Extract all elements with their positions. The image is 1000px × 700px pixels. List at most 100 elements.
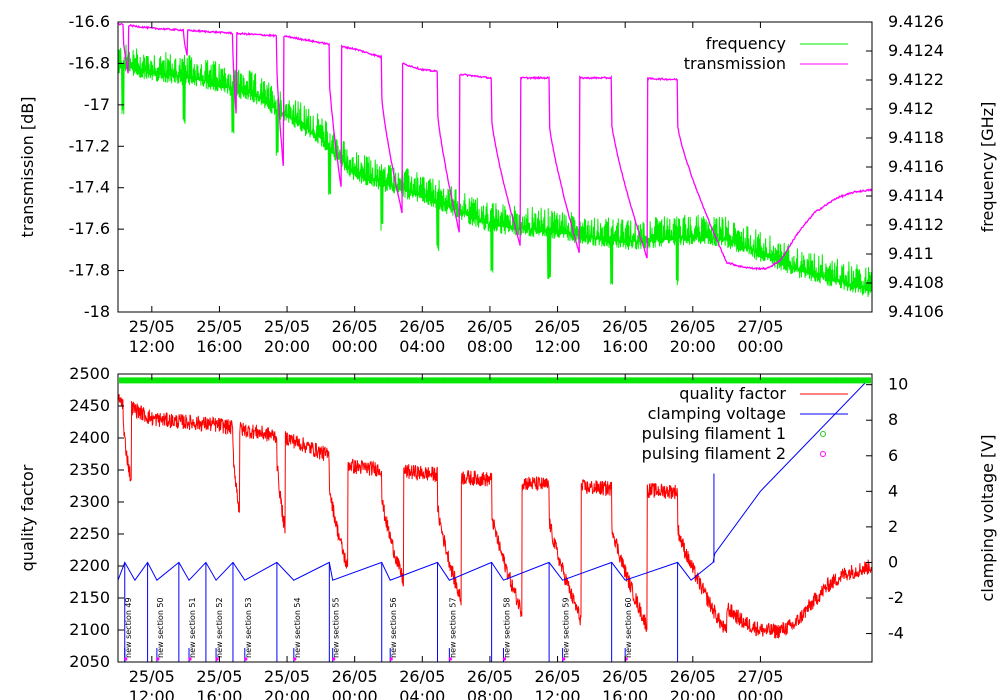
x-tick-date: 26/05	[332, 317, 378, 336]
y-tick-label: 2350	[69, 460, 110, 479]
x-tick-date: 25/05	[129, 317, 175, 336]
y-tick-label: -16.8	[69, 53, 110, 72]
pulsing-filament-1-point	[308, 377, 314, 383]
pulsing-filament-1-point	[602, 377, 608, 383]
quality-factor-series	[117, 394, 873, 639]
pulsing-filament-1-point	[455, 377, 461, 383]
y-tick-label: -17.2	[69, 136, 110, 155]
bottom-y2-axis: 10 8 6 4 2 0 -2 -4	[866, 375, 908, 643]
pulsing-filament-1-point	[301, 377, 307, 383]
x-tick-time: 08:00	[467, 687, 513, 700]
pulsing-filament-1-point	[441, 377, 447, 383]
pulsing-filament-1-point	[364, 377, 370, 383]
section-annotation: new section 56	[389, 597, 398, 658]
legend-label: pulsing filament 2	[642, 444, 786, 463]
y-tick-label: -17	[84, 95, 110, 114]
pulsing-filament-1-point	[238, 377, 244, 383]
pulsing-filament-1-point	[196, 377, 202, 383]
pulsing-filament-1-point	[399, 377, 405, 383]
section-annotation: new section 51	[188, 597, 197, 658]
pulsing-filament-1-point	[322, 377, 328, 383]
legend-label: frequency	[706, 34, 786, 53]
pulsing-filament-1-point	[175, 377, 181, 383]
frequency-line	[117, 44, 873, 298]
pulsing-filament-1-point	[259, 377, 265, 383]
y-tick-label: 2100	[69, 620, 110, 639]
pulsing-filament-1-point	[721, 377, 727, 383]
bottom-y2-axis-label: clamping voltage [V]	[978, 435, 997, 602]
x-tick-time: 12:00	[129, 687, 175, 700]
pulsing-filament-1-point	[413, 377, 419, 383]
x-tick-time: 00:00	[332, 337, 378, 356]
y-tick-label: -17.4	[69, 178, 110, 197]
pulsing-filament-1-point	[539, 377, 545, 383]
pulsing-filament-1-point	[504, 377, 510, 383]
x-tick-date: 26/05	[534, 667, 580, 686]
pulsing-filament-2-point	[502, 657, 507, 661]
pulsing-filament-1-point	[637, 377, 643, 383]
section-annotation: new section 53	[244, 597, 253, 658]
pulsing-filament-1-point	[231, 377, 237, 383]
x-tick-date: 26/05	[399, 317, 445, 336]
pulsing-filament-1-point	[343, 377, 349, 383]
pulsing-filament-1-point	[133, 377, 139, 383]
y-tick-label: -17.6	[69, 219, 110, 238]
legend-marker	[820, 431, 826, 437]
quality-factor-line	[117, 394, 873, 639]
pulsing-filament-1-point	[406, 377, 412, 383]
pulsing-filament-1-point	[588, 377, 594, 383]
pulsing-filament-1-point	[735, 377, 741, 383]
pulsing-filament-1-point	[665, 377, 671, 383]
pulsing-filament-1-point	[763, 377, 769, 383]
bottom-y-axis: 2500 2450 2400 2350 2300 2250 2200 2150 2100 2050	[69, 364, 124, 671]
pulsing-filament-1-point	[861, 377, 867, 383]
pulsing-filament-1-point	[203, 377, 209, 383]
y2-tick-label: 9.4108	[888, 273, 944, 292]
x-tick-date: 26/05	[332, 667, 378, 686]
pulsing-filament-1-point	[469, 377, 475, 383]
pulsing-filament-1-point	[574, 377, 580, 383]
x-tick-time: 00:00	[737, 337, 783, 356]
pulsing-filament-1-point	[189, 377, 195, 383]
x-tick-time: 12:00	[534, 687, 580, 700]
y2-tick-label: 9.4114	[888, 186, 944, 205]
top-y-axis: -16.6 -16.8 -17 -17.2 -17.4 -17.6 -17.8 -18	[69, 12, 124, 321]
x-tick-time: 20:00	[264, 337, 310, 356]
pulsing-filament-1-point	[714, 377, 720, 383]
pulsing-filament-2-point	[156, 657, 160, 661]
pulsing-filament-2-point	[293, 657, 297, 661]
pulsing-filament-1-point	[280, 377, 286, 383]
transmission-line	[117, 23, 873, 271]
x-tick-time: 16:00	[196, 687, 242, 700]
x-tick-date: 26/05	[399, 667, 445, 686]
pulsing-filament-1-point	[224, 377, 230, 383]
x-tick-date: 25/05	[264, 667, 310, 686]
x-tick-date: 26/05	[670, 317, 716, 336]
legend-label: pulsing filament 1	[642, 424, 786, 443]
y2-tick-label: 9.4122	[888, 70, 944, 89]
pulsing-filament-1-point	[147, 377, 153, 383]
pulsing-filament-1-point	[385, 377, 391, 383]
y2-tick-label: 9.4126	[888, 12, 944, 31]
y2-tick-label: 9.4106	[888, 302, 944, 321]
pulsing-filament-1-point	[434, 377, 440, 383]
x-tick-time: 12:00	[534, 337, 580, 356]
pulsing-filament-1-point	[168, 377, 174, 383]
transmission-series	[117, 23, 873, 271]
x-tick-date: 25/05	[264, 317, 310, 336]
pulsing-filament-2-point	[389, 657, 393, 661]
frequency-series	[117, 44, 873, 298]
pulsing-filament-1-point	[392, 377, 398, 383]
pulsing-filament-1-point	[672, 377, 678, 383]
pulsing-filament-1-point	[756, 377, 762, 383]
pulsing-filament-1-point	[427, 377, 433, 383]
pulsing-filament-1-point	[791, 377, 797, 383]
x-tick-date: 25/05	[196, 317, 242, 336]
x-tick-time: 00:00	[737, 687, 783, 700]
y-tick-label: 2400	[69, 428, 110, 447]
pulsing-filament-1-point	[749, 377, 755, 383]
y2-tick-label: 9.412	[888, 99, 934, 118]
y-tick-label: 2250	[69, 524, 110, 543]
pulsing-filament-1-point	[252, 377, 258, 383]
